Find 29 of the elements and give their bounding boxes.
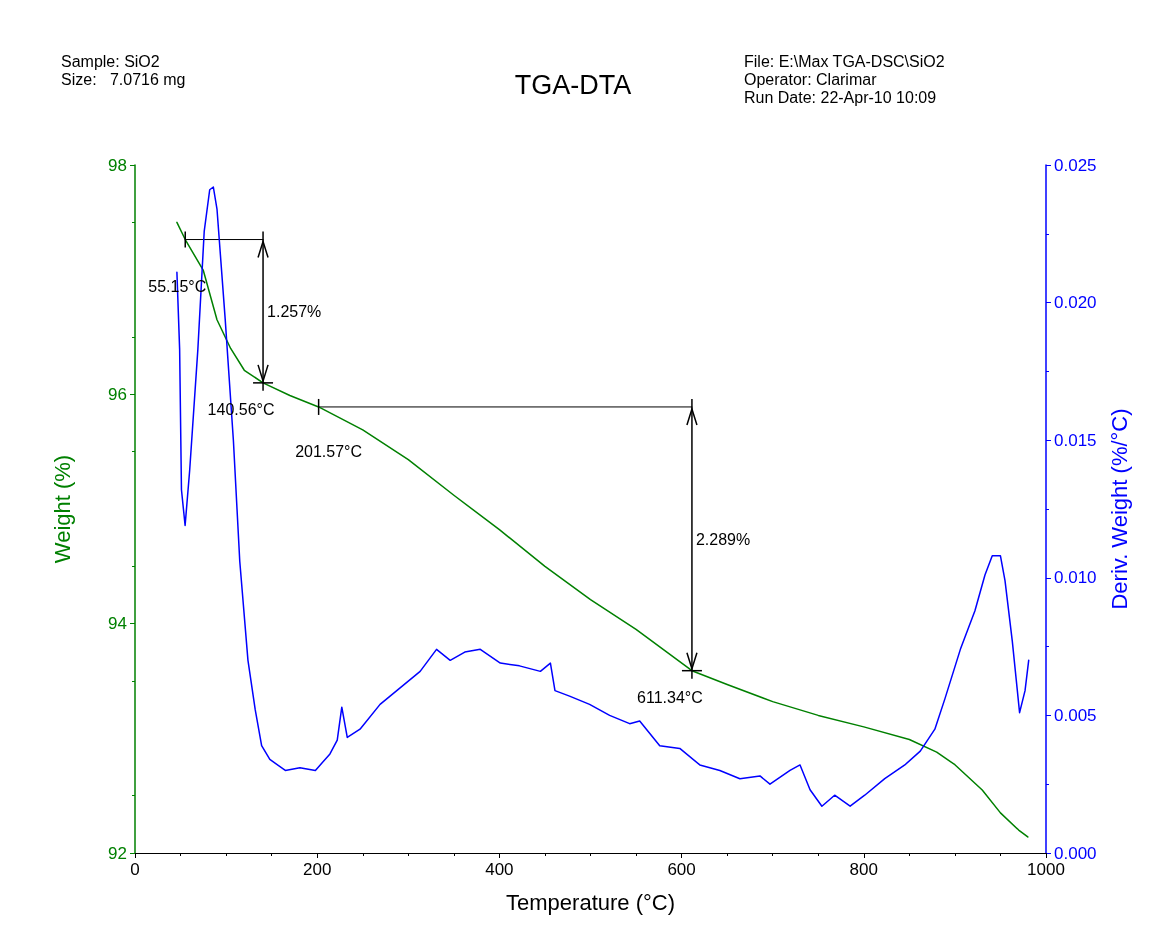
y2-tick-label: 0.015: [1054, 430, 1097, 450]
y2-tick-label: 0.000: [1054, 843, 1097, 863]
y2-tick-label: 0.005: [1054, 705, 1097, 725]
y2-tick-label: 0.025: [1054, 155, 1097, 175]
y-axis-title: Weight (%): [49, 454, 75, 564]
x-tick-label: 0: [130, 860, 140, 879]
y2-tick-label: 0.020: [1054, 293, 1097, 313]
annotation: 201.57°C: [295, 442, 363, 460]
annotation: 1.257%: [267, 303, 322, 321]
text: Run Date: 22-Apr-10 10:09: [744, 89, 938, 107]
x-tick-label: 200: [303, 860, 332, 879]
text: Operator: Clarimar: [744, 71, 878, 89]
text: File: E:\Max TGA-DSC\SiO2: [744, 53, 945, 71]
x-tick-label: 800: [849, 860, 878, 879]
x-tick-label: 1000: [1027, 860, 1065, 879]
y2-axis-title: Deriv. Weight (%/°C): [1106, 408, 1132, 610]
x-tick-label: 600: [667, 860, 696, 879]
x-tick-label: 400: [485, 860, 514, 879]
x-axis-title: Temperature (°C): [506, 889, 675, 915]
text: Sample: SiO2: [61, 53, 161, 71]
annotation: 2.289%: [695, 530, 751, 548]
y-tick-label: 94: [108, 614, 127, 634]
text: Size: 7.0716 mg: [61, 71, 186, 89]
y-tick-label: 92: [108, 843, 127, 863]
annotation: 611.34°C: [637, 688, 703, 706]
y-tick-label: 96: [108, 384, 127, 404]
y-tick-label: 98: [108, 155, 127, 175]
y2-tick-label: 0.010: [1054, 568, 1097, 588]
chart-title: TGA-DTA: [514, 69, 632, 100]
